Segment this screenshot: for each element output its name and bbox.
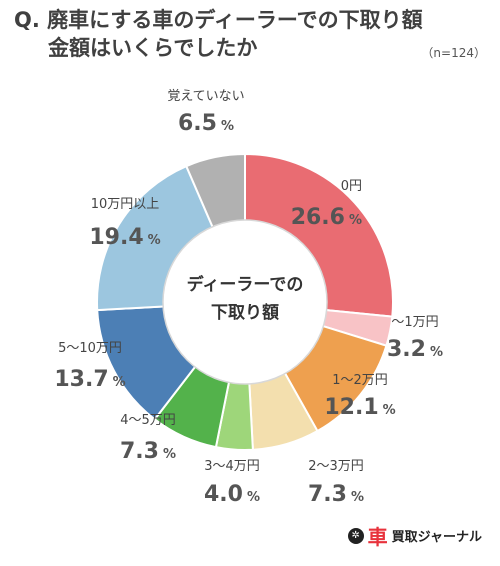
brand-main: 車: [367, 525, 388, 549]
center-label-line-1: ディーラーでの: [187, 274, 304, 295]
category-label-8: 覚えていない: [167, 89, 244, 104]
value-label-4: 4.0%: [204, 482, 260, 507]
donut-hole: [162, 219, 328, 385]
value-label-7: 19.4%: [89, 225, 160, 250]
value-label-5: 7.3%: [120, 439, 176, 464]
category-label-7: 10万円以上: [91, 197, 160, 212]
brand-sub: 買取ジャーナル: [391, 530, 482, 545]
brand-logo: ✲ 車 買取ジャーナル: [347, 521, 482, 550]
category-label-3: 2〜3万円: [308, 459, 364, 474]
value-label-0: 26.6%: [291, 205, 362, 230]
title-line-1: Q. 廃車にする車のディーラーでの下取り額: [14, 8, 423, 32]
category-label-4: 3〜4万円: [204, 459, 260, 474]
category-label-2: 1〜2万円: [332, 373, 388, 388]
value-label-3: 7.3%: [308, 482, 364, 507]
chart-title: Q. 廃車にする車のディーラーでの下取り額 金額はいくらでしたか: [14, 6, 423, 62]
labels-group: 0円 26.6 % 〜1万円 3.2 % 1〜2万円 12.1 % 2〜3万円 7.3 % 3〜4万円 4…: [54, 89, 443, 507]
category-label-1: 〜1万円: [391, 315, 438, 330]
value-label-2: 12.1%: [324, 395, 395, 420]
category-label-0: 0円: [341, 179, 362, 194]
category-label-5: 4〜5万円: [120, 413, 176, 428]
value-label-1: 3.2%: [387, 337, 443, 362]
brand-mark-icon: ✲: [347, 527, 364, 544]
title-line-2: 金額はいくらでしたか: [48, 36, 258, 60]
center-label-line-2: 下取り額: [211, 302, 279, 323]
value-label-6: 13.7%: [54, 367, 125, 392]
sample-size: （n=124）: [421, 46, 486, 60]
value-label-8: 6.5%: [178, 111, 234, 136]
category-label-6: 5〜10万円: [58, 341, 122, 356]
